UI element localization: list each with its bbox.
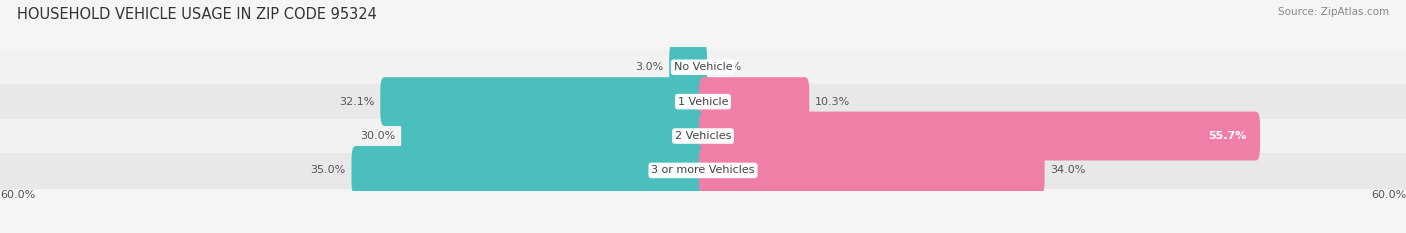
- FancyBboxPatch shape: [401, 112, 707, 161]
- Text: 32.1%: 32.1%: [339, 97, 374, 107]
- Text: 0.0%: 0.0%: [713, 62, 741, 72]
- Bar: [0, 84, 1406, 119]
- Text: Source: ZipAtlas.com: Source: ZipAtlas.com: [1278, 7, 1389, 17]
- Text: 34.0%: 34.0%: [1050, 165, 1085, 175]
- Text: 2 Vehicles: 2 Vehicles: [675, 131, 731, 141]
- Text: 10.3%: 10.3%: [815, 97, 851, 107]
- Text: HOUSEHOLD VEHICLE USAGE IN ZIP CODE 95324: HOUSEHOLD VEHICLE USAGE IN ZIP CODE 9532…: [17, 7, 377, 22]
- Text: 30.0%: 30.0%: [360, 131, 395, 141]
- Text: 60.0%: 60.0%: [1371, 190, 1406, 200]
- Text: 55.7%: 55.7%: [1208, 131, 1246, 141]
- Bar: [0, 119, 1406, 153]
- Text: No Vehicle: No Vehicle: [673, 62, 733, 72]
- FancyBboxPatch shape: [380, 77, 707, 126]
- Bar: [0, 153, 1406, 188]
- FancyBboxPatch shape: [669, 43, 707, 92]
- Text: 60.0%: 60.0%: [0, 190, 35, 200]
- FancyBboxPatch shape: [699, 146, 1045, 195]
- FancyBboxPatch shape: [699, 77, 810, 126]
- Text: 1 Vehicle: 1 Vehicle: [678, 97, 728, 107]
- FancyBboxPatch shape: [352, 146, 707, 195]
- Bar: [0, 50, 1406, 84]
- Text: 35.0%: 35.0%: [311, 165, 346, 175]
- FancyBboxPatch shape: [699, 112, 1260, 161]
- Text: 3 or more Vehicles: 3 or more Vehicles: [651, 165, 755, 175]
- Text: 3.0%: 3.0%: [636, 62, 664, 72]
